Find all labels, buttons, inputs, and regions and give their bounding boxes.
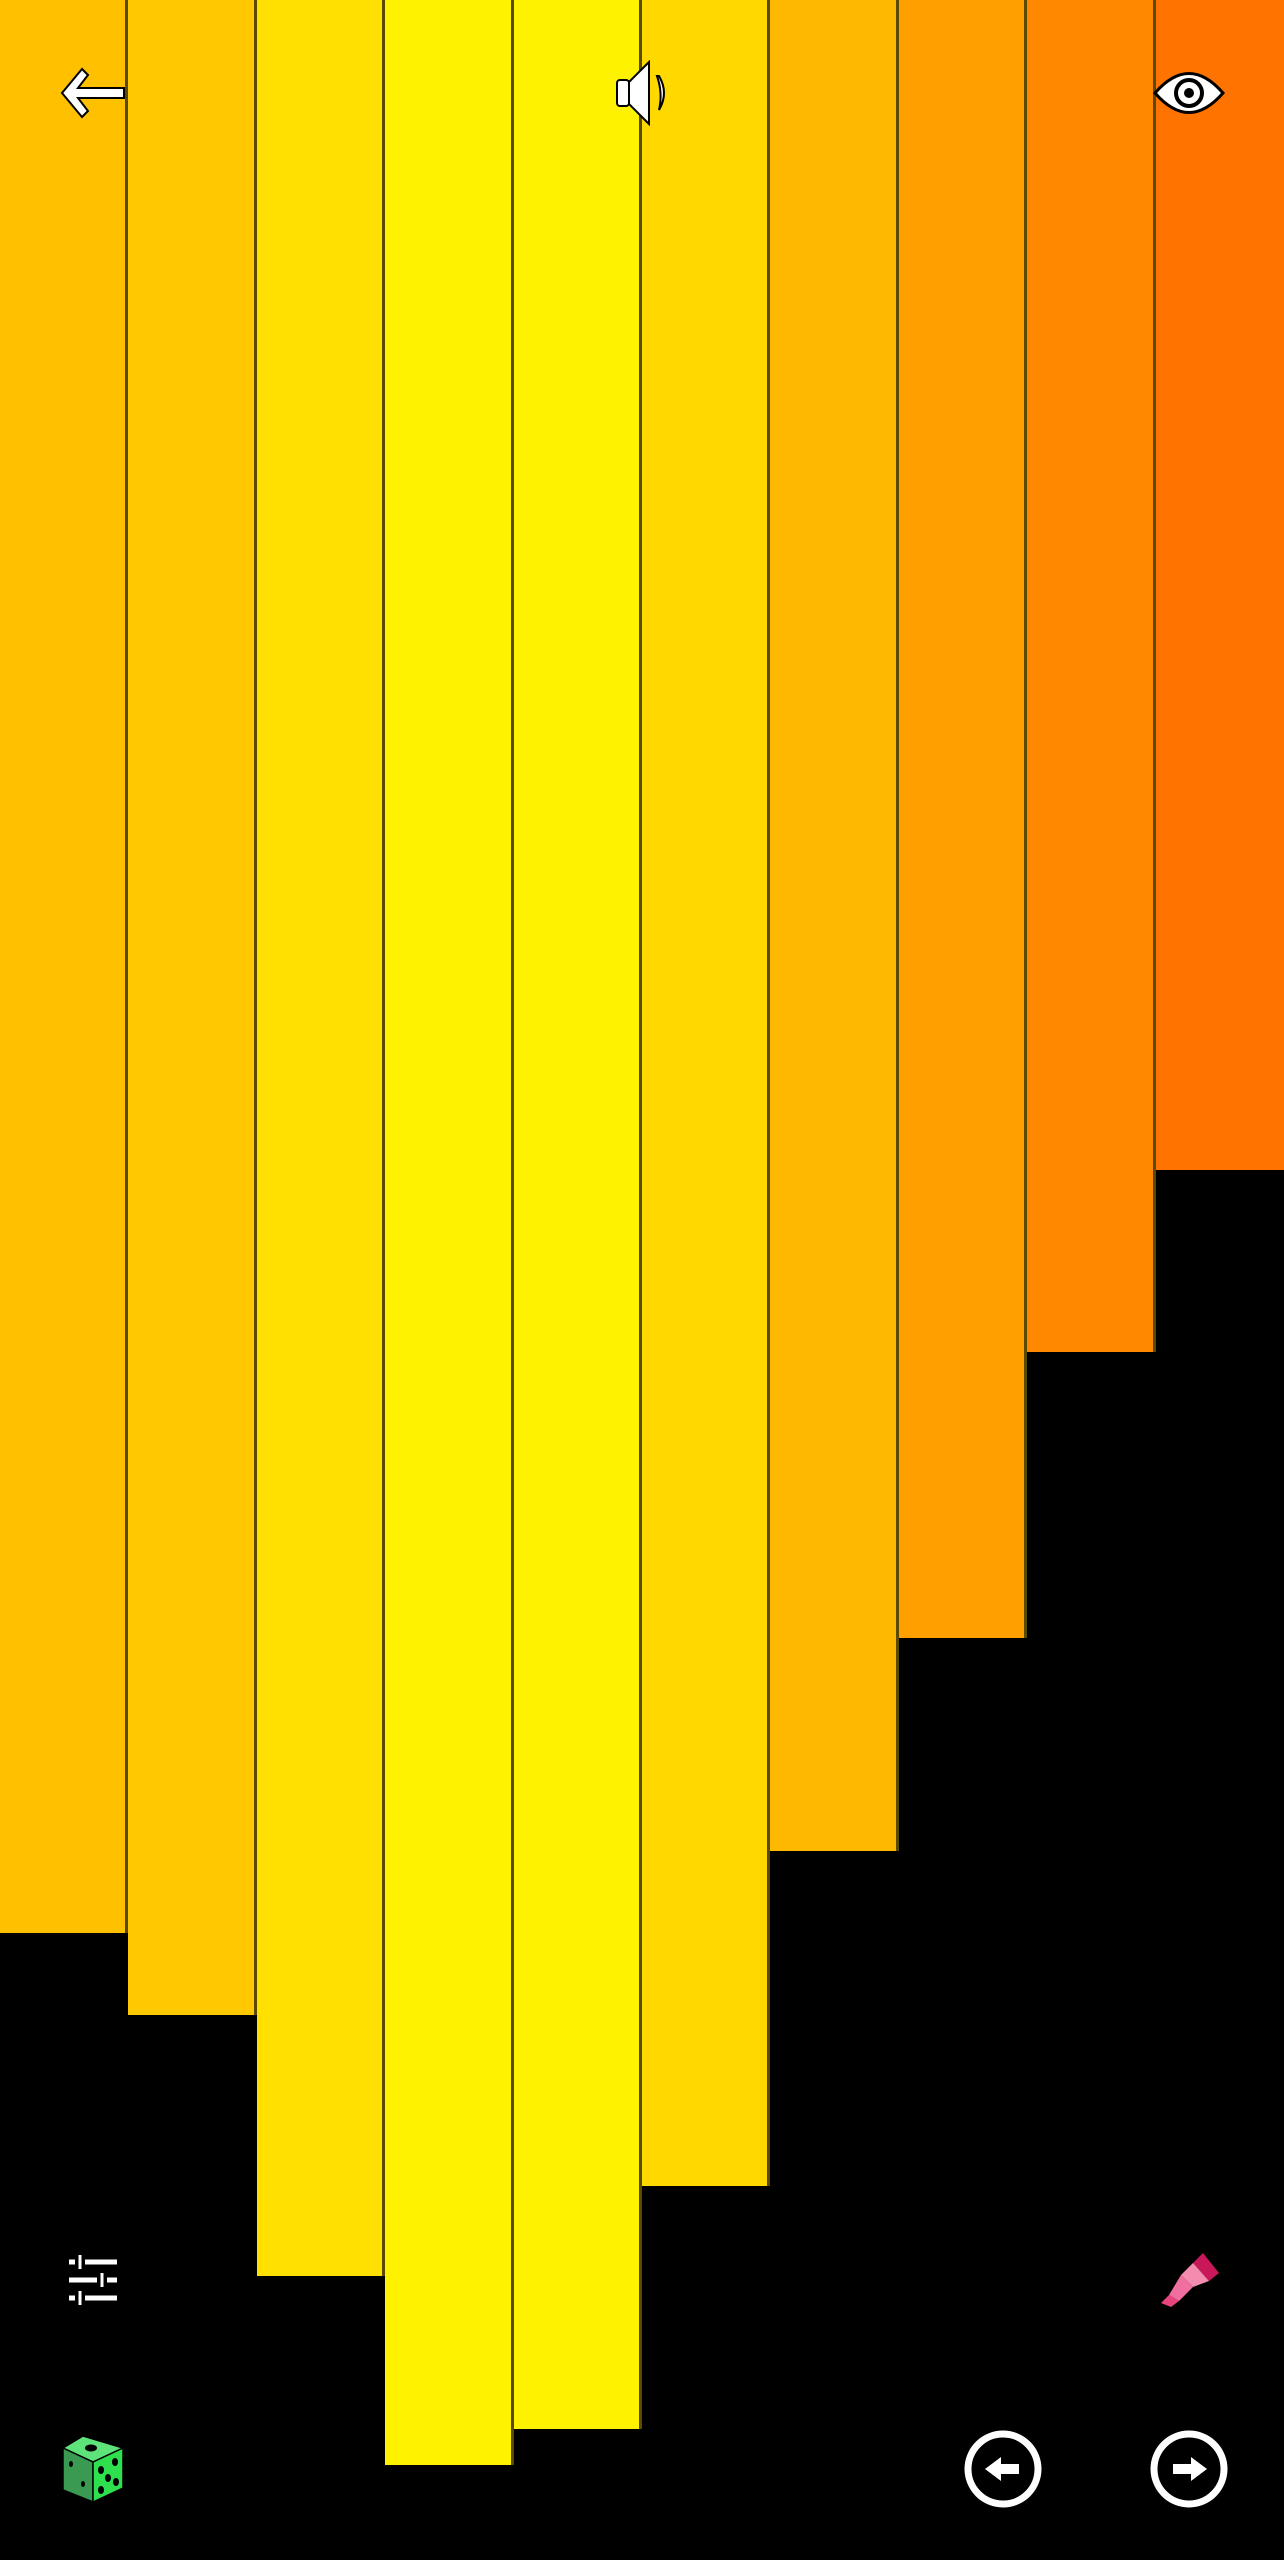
bar-2[interactable]	[128, 0, 257, 2015]
bar-8[interactable]	[898, 0, 1028, 1639]
bar-4[interactable]	[385, 0, 514, 2466]
sliders-icon[interactable]	[63, 2250, 123, 2310]
bar-9[interactable]	[1027, 0, 1156, 1352]
pencil-icon[interactable]	[1155, 2245, 1225, 2315]
circle-arrow-right-icon	[1150, 2430, 1228, 2508]
next-button[interactable]	[1148, 2428, 1230, 2510]
bar-1[interactable]	[0, 0, 129, 1933]
bar-10[interactable]	[1155, 0, 1284, 1170]
bar-6[interactable]	[642, 0, 771, 2187]
dice-icon[interactable]	[58, 2432, 128, 2506]
bar-3[interactable]	[256, 0, 386, 2276]
eye-icon[interactable]	[1150, 65, 1228, 121]
bar-7[interactable]	[770, 0, 899, 1851]
previous-button[interactable]	[962, 2428, 1044, 2510]
circle-arrow-left-icon	[964, 2430, 1042, 2508]
back-arrow-icon[interactable]	[58, 63, 128, 123]
speaker-icon[interactable]	[605, 58, 681, 128]
bar-5[interactable]	[513, 0, 642, 2430]
